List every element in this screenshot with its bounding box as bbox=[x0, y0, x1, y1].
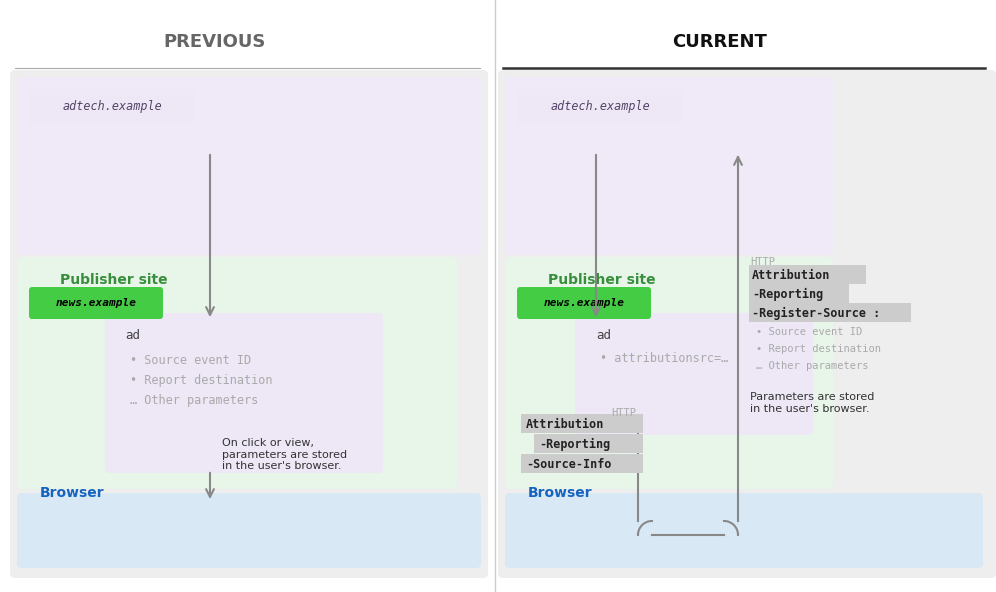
Text: adtech.example: adtech.example bbox=[62, 99, 162, 112]
Text: -Source-Info: -Source-Info bbox=[526, 458, 612, 471]
Text: … Other parameters: … Other parameters bbox=[130, 394, 258, 407]
Text: PREVIOUS: PREVIOUS bbox=[163, 33, 266, 51]
Text: • Source event ID: • Source event ID bbox=[756, 327, 863, 337]
FancyBboxPatch shape bbox=[29, 287, 163, 319]
FancyBboxPatch shape bbox=[749, 265, 866, 284]
Text: ad: ad bbox=[125, 329, 140, 342]
FancyBboxPatch shape bbox=[17, 77, 481, 255]
Text: HTTP: HTTP bbox=[611, 408, 636, 418]
Text: adtech.example: adtech.example bbox=[550, 99, 649, 112]
FancyBboxPatch shape bbox=[534, 434, 643, 453]
Text: ad: ad bbox=[596, 329, 611, 342]
FancyBboxPatch shape bbox=[17, 493, 481, 568]
FancyBboxPatch shape bbox=[17, 257, 457, 489]
FancyBboxPatch shape bbox=[749, 284, 849, 303]
FancyBboxPatch shape bbox=[521, 414, 643, 433]
Text: HTTP: HTTP bbox=[750, 257, 775, 267]
FancyBboxPatch shape bbox=[505, 493, 983, 568]
FancyBboxPatch shape bbox=[517, 287, 651, 319]
Text: Parameters are stored
in the user's browser.: Parameters are stored in the user's brow… bbox=[750, 392, 874, 414]
Text: -Register-Source :: -Register-Source : bbox=[752, 307, 880, 320]
Text: Publisher site: Publisher site bbox=[60, 273, 167, 287]
Text: • Report destination: • Report destination bbox=[756, 344, 881, 354]
Text: CURRENT: CURRENT bbox=[672, 33, 768, 51]
Text: Browser: Browser bbox=[528, 486, 593, 500]
FancyBboxPatch shape bbox=[505, 77, 833, 255]
Text: • attributionsrc=…: • attributionsrc=… bbox=[600, 352, 728, 365]
FancyBboxPatch shape bbox=[749, 303, 911, 322]
FancyBboxPatch shape bbox=[521, 454, 643, 473]
Text: Attribution: Attribution bbox=[752, 269, 831, 282]
Text: … Other parameters: … Other parameters bbox=[756, 361, 869, 371]
Text: news.example: news.example bbox=[56, 298, 136, 308]
Text: • Source event ID: • Source event ID bbox=[130, 353, 251, 366]
Text: Attribution: Attribution bbox=[526, 417, 605, 430]
Text: -Reporting: -Reporting bbox=[539, 437, 611, 451]
Text: On click or view,
parameters are stored
in the user's browser.: On click or view, parameters are stored … bbox=[222, 438, 348, 471]
Text: • Report destination: • Report destination bbox=[130, 374, 273, 387]
Text: -Reporting: -Reporting bbox=[752, 288, 824, 301]
FancyBboxPatch shape bbox=[505, 257, 833, 489]
FancyBboxPatch shape bbox=[105, 313, 383, 473]
FancyBboxPatch shape bbox=[29, 89, 195, 123]
Text: Browser: Browser bbox=[40, 486, 105, 500]
Text: news.example: news.example bbox=[544, 298, 624, 308]
FancyBboxPatch shape bbox=[10, 70, 488, 578]
Text: Publisher site: Publisher site bbox=[548, 273, 655, 287]
FancyBboxPatch shape bbox=[575, 313, 813, 435]
FancyBboxPatch shape bbox=[498, 70, 996, 578]
FancyBboxPatch shape bbox=[517, 89, 683, 123]
